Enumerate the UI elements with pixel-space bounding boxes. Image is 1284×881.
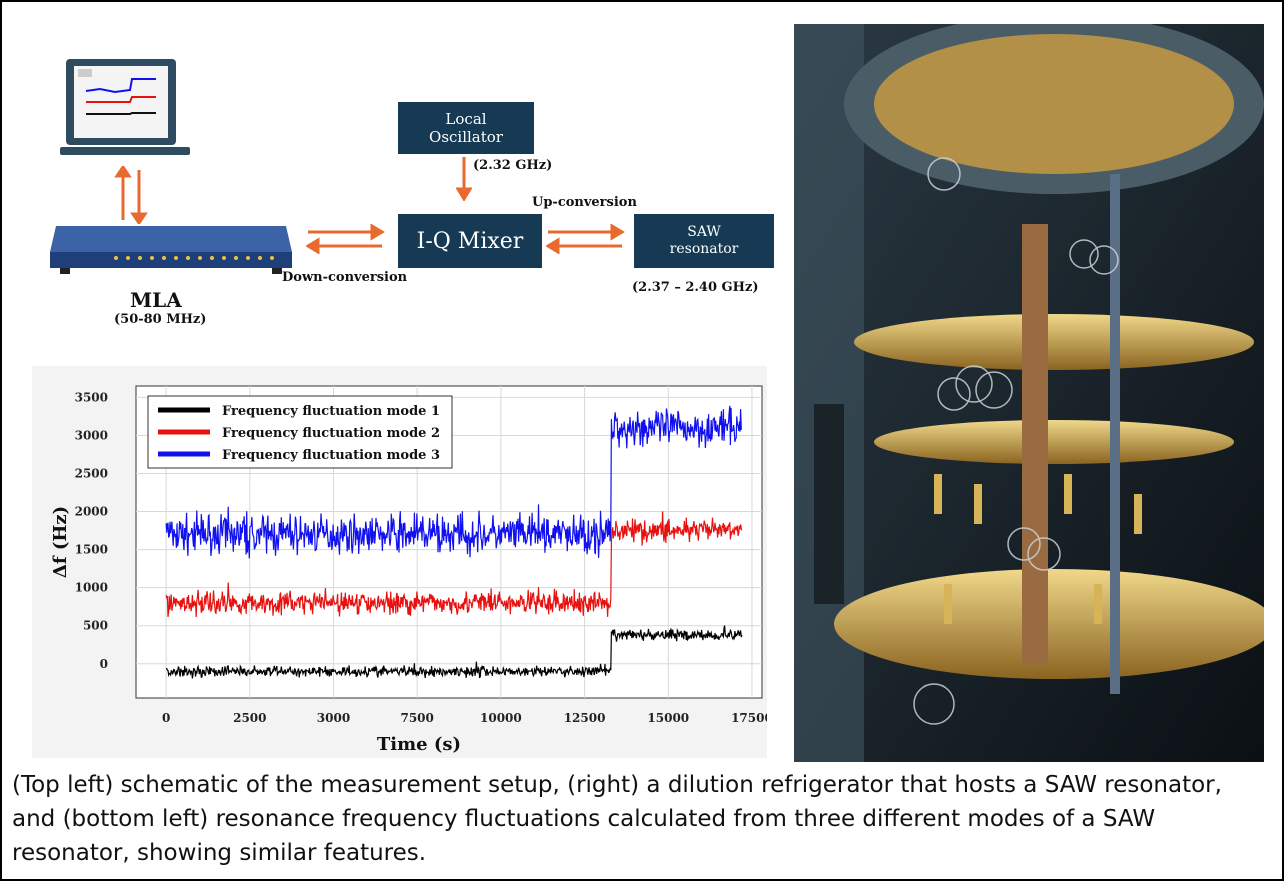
y-axis-label: Δf (Hz) (50, 506, 71, 578)
dilution-refrigerator-photo (794, 24, 1264, 762)
y-tick-label: 2000 (75, 505, 108, 519)
figure-caption: (Top left) schematic of the measurement … (12, 772, 1222, 866)
x-tick-label: 0 (162, 711, 170, 725)
down-conversion-label: Down-conversion (282, 270, 408, 285)
y-tick-label: 3500 (75, 390, 108, 404)
y-tick-label: 2500 (75, 467, 108, 481)
y-tick-label: 0 (100, 657, 108, 671)
mla-device-icon (50, 226, 292, 274)
y-tick-label: 1500 (75, 543, 108, 557)
mla-mixer-arrows-icon (306, 224, 385, 254)
mla-frequency: (50-80 MHz) (114, 312, 207, 327)
saw-resonator-label: SAW resonator (669, 224, 739, 257)
lo-down-arrow-icon (456, 157, 472, 201)
vertical-arrows-icon (114, 166, 148, 224)
y-tick-label: 3000 (75, 428, 108, 442)
saw-resonator-box: SAW resonator (634, 214, 774, 268)
x-tick-label: 12500 (564, 711, 606, 725)
x-tick-label: 2500 (233, 711, 266, 725)
series-line-mode-1 (166, 625, 743, 679)
lo-frequency: (2.32 GHz) (473, 158, 553, 173)
legend-label-mode-2: Frequency fluctuation mode 2 (222, 426, 440, 441)
up-conversion-label: Up-conversion (532, 195, 637, 210)
y-tick-label: 500 (83, 619, 108, 633)
chart-svg: 0 500 1000 1500 2000 2500 3000 3500 0 2500 3000 750… (50, 385, 773, 755)
legend-label-mode-3: Frequency fluctuation mode 3 (222, 448, 440, 463)
measurement-schematic: MLA (50-80 MHz) Down-conversion Local Os… (2, 2, 792, 362)
local-oscillator-label: Local Oscillator (429, 110, 503, 146)
mixer-saw-arrows-icon (546, 224, 625, 254)
series-line-mode-2 (165, 511, 743, 618)
x-tick-label: 10000 (480, 711, 522, 725)
x-tick-label: 7500 (400, 711, 433, 725)
iq-mixer-box: I-Q Mixer (398, 214, 542, 268)
y-tick-label: 1000 (75, 581, 108, 595)
x-axis-label: Time (s) (377, 734, 461, 755)
x-tick-label: 15000 (647, 711, 689, 725)
x-tick-label: 17500 (731, 711, 767, 725)
series-line-mode-3 (165, 405, 742, 559)
legend-label-mode-1: Frequency fluctuation mode 1 (222, 404, 440, 419)
frequency-fluctuation-chart: 0 500 1000 1500 2000 2500 3000 3500 0 2500 3000 750… (32, 366, 773, 758)
local-oscillator-box: Local Oscillator (398, 102, 534, 154)
x-tick-label: 3000 (317, 711, 350, 725)
laptop-icon (60, 59, 190, 155)
mla-label: MLA (130, 288, 182, 312)
saw-frequency: (2.37 – 2.40 GHz) (632, 280, 759, 295)
iq-mixer-label: I-Q Mixer (416, 228, 524, 254)
